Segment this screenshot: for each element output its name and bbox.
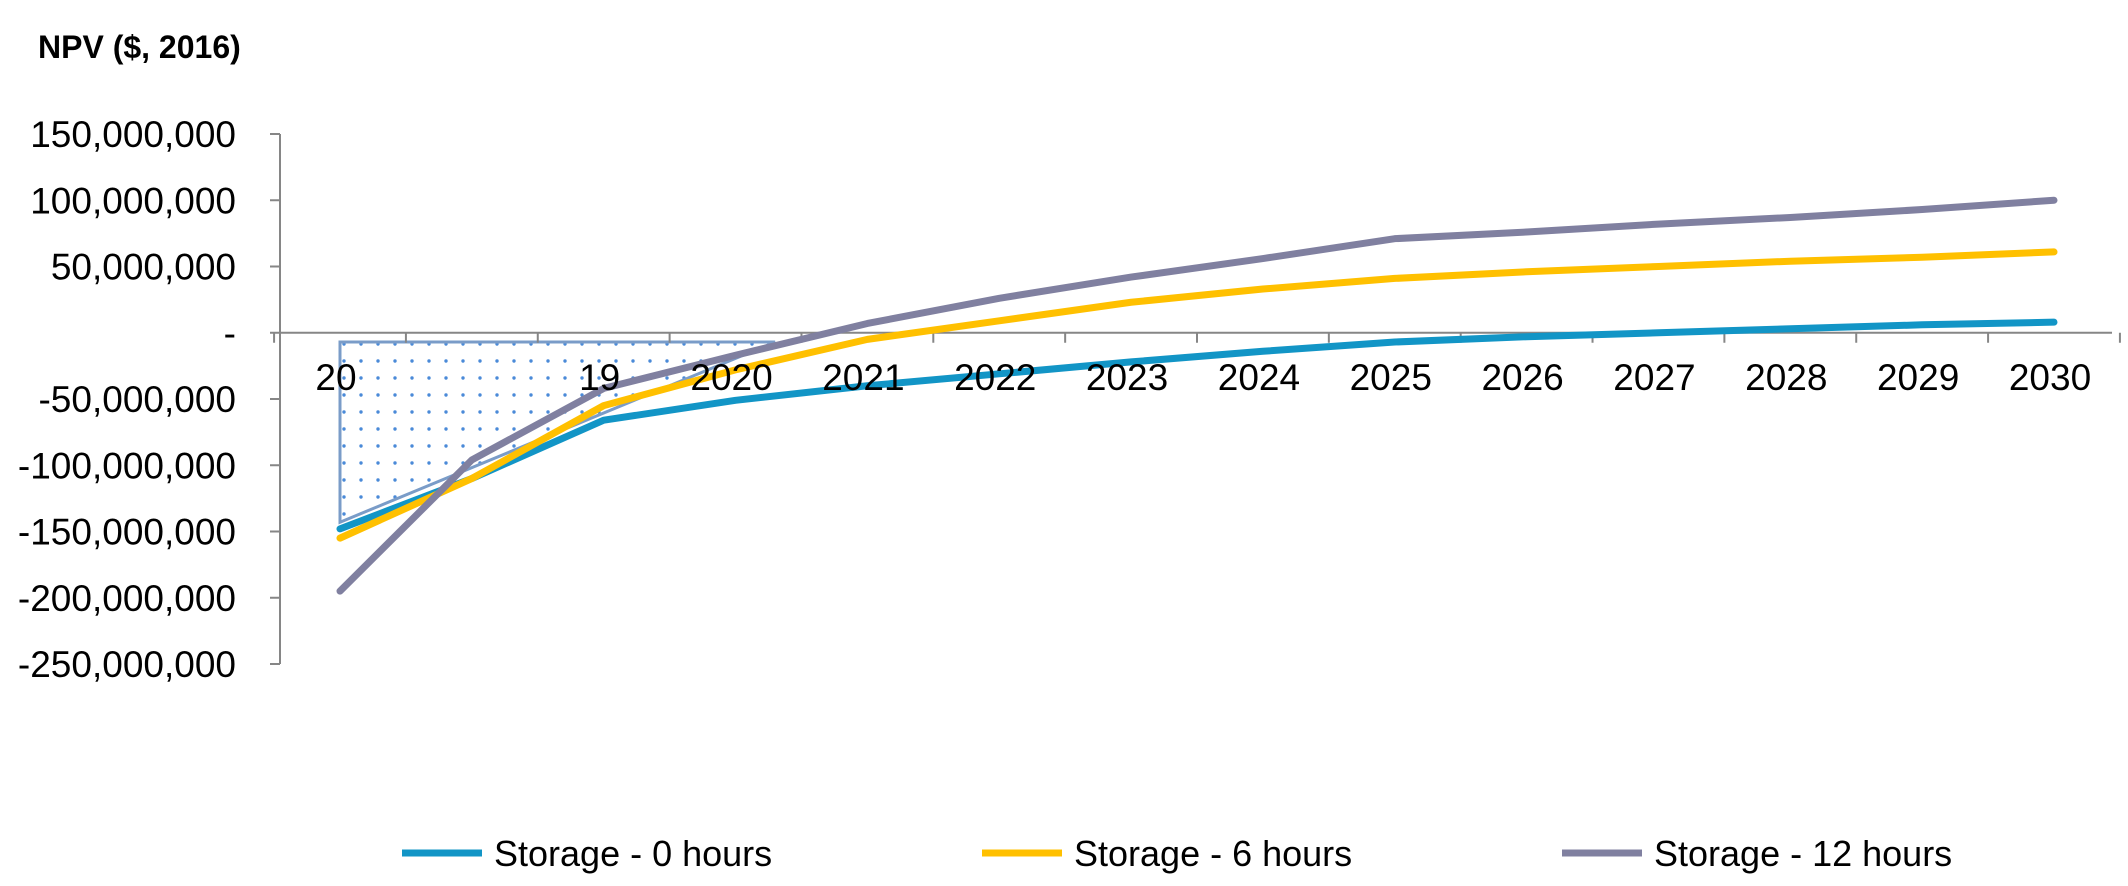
y-tick-label: 50,000,000	[51, 247, 236, 288]
series-line-3	[336, 196, 2058, 595]
y-tick-label: 150,000,000	[30, 114, 236, 155]
x-tick-label: 2022	[954, 357, 1036, 398]
legend-label: Storage - 6 hours	[1074, 833, 1352, 874]
x-tick-label: 2023	[1086, 357, 1168, 398]
series-line-1	[336, 318, 2058, 533]
x-tick-label: 19	[579, 357, 620, 398]
x-tick-label: 2026	[1481, 357, 1563, 398]
x-tick-label: 2030	[2009, 357, 2091, 398]
y-tick-label: -150,000,000	[18, 512, 236, 553]
x-tick-label: 2029	[1877, 357, 1959, 398]
x-tick-label: 2025	[1350, 357, 1432, 398]
y-tick-label: -50,000,000	[38, 379, 236, 420]
x-tick-label: 2028	[1745, 357, 1827, 398]
y-tick-label: 100,000,000	[30, 180, 236, 221]
x-tick-label: 2024	[1218, 357, 1300, 398]
y-tick-label: -250,000,000	[18, 644, 236, 685]
series-line-2	[336, 248, 2058, 542]
x-tick-label: 20	[315, 357, 356, 398]
x-tick-label: 2027	[1613, 357, 1695, 398]
y-tick-label: -	[224, 313, 236, 354]
legend-label: Storage - 0 hours	[494, 833, 772, 874]
y-axis-title: NPV ($, 2016)	[38, 29, 241, 65]
y-tick-label: -200,000,000	[18, 578, 236, 619]
x-tick-label: 2021	[822, 357, 904, 398]
y-tick-label: -100,000,000	[18, 445, 236, 486]
x-tick-label: 2020	[690, 357, 772, 398]
legend-label: Storage - 12 hours	[1654, 833, 1952, 874]
